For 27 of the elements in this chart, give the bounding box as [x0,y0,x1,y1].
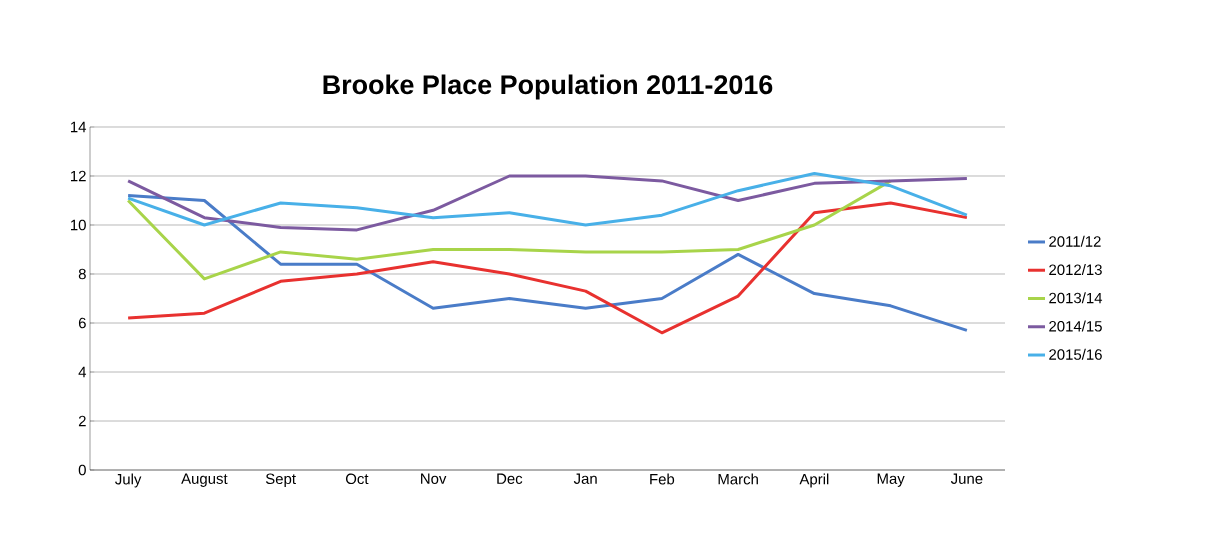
x-tick-label: April [799,473,829,488]
legend-label: 2014/15 [1049,320,1102,332]
legend-label: 2013/14 [1049,292,1103,304]
y-tick-label: 12 [71,170,86,182]
x-tick-label: Sept [265,473,296,488]
y-tick-label: 8 [78,268,86,280]
legend-label: 2011/12 [1049,235,1101,247]
y-tick-label: 2 [78,415,86,427]
x-tick-label: March [718,473,758,485]
line-series [126,179,893,281]
x-tick-label: June [950,473,983,484]
y-tick-label: 10 [71,219,86,231]
x-tick-label: August [181,473,228,487]
x-tick-label: Jan [573,473,597,484]
x-tick-label: Nov [421,473,447,484]
x-tick-label: July [115,473,142,488]
x-tick-label: May [877,473,905,487]
chart-title: Brooke Place Population 2011-2016 [323,74,773,100]
y-tick-label: 0 [78,464,86,476]
y-tick-label: 4 [78,366,87,378]
x-tick-label: Dec [497,473,523,484]
y-tick-label: 6 [78,317,86,329]
legend-label: 2015/16 [1049,348,1102,360]
x-tick-label: Oct [345,473,369,485]
y-tick-label: 14 [71,121,87,133]
x-tick-label: Feb [650,473,675,485]
legend-label: 2012/13 [1049,264,1102,276]
